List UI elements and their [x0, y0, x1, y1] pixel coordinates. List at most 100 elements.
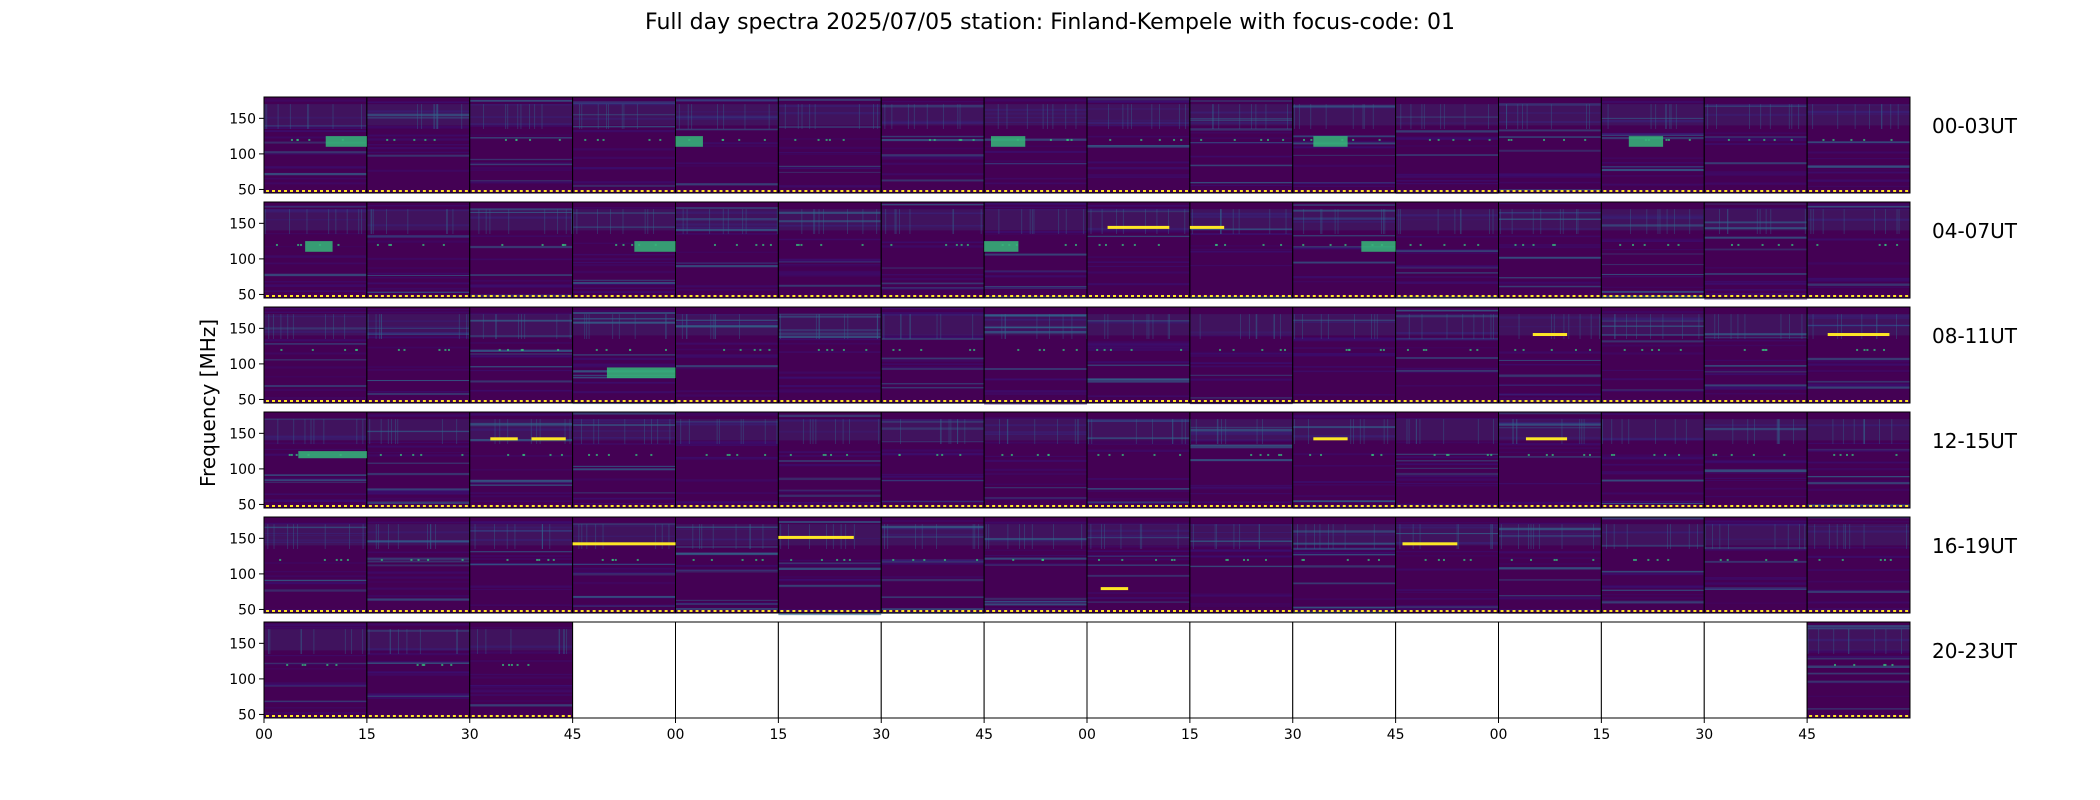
spot-marker: [508, 663, 511, 666]
noise-band: [984, 108, 1087, 111]
noise-band: [469, 521, 573, 524]
baseline-dot: [1645, 400, 1649, 402]
baseline-dot: [1016, 190, 1020, 192]
baseline-dot: [356, 715, 359, 717]
vertical-streak: [1874, 629, 1876, 654]
baseline-dot: [786, 295, 790, 297]
noise-band: [1807, 517, 1910, 519]
baseline-dot: [1390, 610, 1394, 612]
baseline-dot: [889, 295, 893, 297]
baseline-dot: [1197, 610, 1201, 612]
baseline-dot: [1215, 190, 1219, 192]
vertical-streak: [514, 524, 516, 549]
spot-marker: [1730, 243, 1733, 246]
noise-band: [881, 383, 985, 385]
noise-band: [366, 366, 470, 368]
noise-band: [1498, 527, 1602, 531]
baseline-dot: [1784, 505, 1788, 507]
spot-marker: [1309, 453, 1312, 456]
baseline-dot: [1113, 190, 1116, 192]
baseline-dot: [308, 505, 311, 507]
noise-band: [1292, 281, 1396, 283]
noise-band: [675, 526, 779, 528]
baseline-dot: [1070, 190, 1074, 192]
noise-band: [264, 534, 367, 537]
noise-band: [881, 452, 985, 456]
vertical-streak: [1630, 209, 1632, 234]
vertical-streak: [1770, 209, 1772, 234]
noise-band: [1601, 344, 1705, 347]
vertical-streak: [1837, 104, 1839, 129]
noise-band: [1189, 334, 1293, 337]
baseline-dot: [780, 505, 784, 507]
noise-band: [984, 483, 1087, 485]
noise-band: [469, 484, 573, 486]
vertical-streak: [1062, 314, 1064, 339]
vertical-streak: [369, 419, 371, 444]
baseline-dot: [1427, 505, 1431, 507]
spectrum-panel: [263, 621, 368, 719]
noise-band: [366, 557, 470, 560]
noise-band: [675, 128, 779, 131]
noise-band: [1807, 488, 1910, 491]
spot-marker: [1260, 138, 1263, 141]
baseline-dot: [1167, 190, 1170, 192]
vertical-streak: [1812, 314, 1814, 339]
noise-band: [984, 433, 1087, 435]
noise-band: [675, 218, 779, 221]
vertical-streak: [1325, 104, 1327, 129]
baseline-dot: [1536, 400, 1540, 402]
baseline-dot: [1197, 505, 1201, 507]
noise-band: [1601, 162, 1705, 164]
vertical-streak: [292, 314, 294, 339]
noise-band: [675, 354, 779, 357]
baseline-dot: [1875, 715, 1879, 717]
baseline-dot: [1815, 505, 1819, 507]
baseline-dot: [919, 610, 923, 612]
baseline-dot: [452, 190, 456, 192]
baseline-dot: [1281, 295, 1285, 297]
y-tick-label: 100: [229, 147, 256, 163]
upper-band-activity: [264, 419, 367, 441]
baseline-dot: [616, 190, 620, 192]
baseline-dot: [1724, 610, 1728, 612]
spot-marker: [1422, 348, 1425, 351]
noise-band: [572, 424, 676, 426]
noise-band: [366, 379, 470, 382]
vertical-streak: [1146, 314, 1148, 339]
baseline-dot: [1651, 610, 1655, 612]
baseline-dot: [1481, 610, 1485, 612]
noise-band: [778, 153, 882, 155]
baseline-dot: [1173, 190, 1176, 192]
baseline-dot: [1869, 190, 1873, 192]
noise-band: [984, 253, 1087, 256]
baseline-dot: [386, 610, 390, 612]
baseline-dot: [689, 190, 693, 192]
y-tick-label: 150: [229, 216, 256, 232]
baseline-dot: [1839, 505, 1843, 507]
baseline-dot: [1390, 190, 1394, 192]
vertical-streak: [710, 314, 712, 339]
baseline-dot: [1724, 295, 1728, 297]
noise-band: [881, 449, 985, 452]
vertical-streak: [801, 104, 803, 129]
baseline-dot: [652, 400, 656, 402]
noise-band: [1704, 297, 1808, 300]
vertical-streak: [1832, 419, 1834, 444]
baseline-dot: [1548, 190, 1552, 192]
vertical-streak: [926, 104, 928, 129]
noise-band: [1704, 546, 1808, 550]
baseline-dot: [1269, 295, 1273, 297]
noise-band: [366, 462, 470, 464]
vertical-streak: [1256, 419, 1258, 444]
baseline-dot: [786, 190, 790, 192]
noise-band: [366, 134, 470, 137]
noise-band: [881, 173, 985, 176]
noise-band: [264, 716, 367, 719]
spot-marker: [1267, 453, 1270, 456]
baseline-dot: [786, 400, 790, 402]
burst-band: [1361, 241, 1396, 252]
baseline-dot: [1378, 400, 1382, 402]
noise-band: [881, 440, 985, 443]
upper-band-activity: [469, 524, 573, 546]
